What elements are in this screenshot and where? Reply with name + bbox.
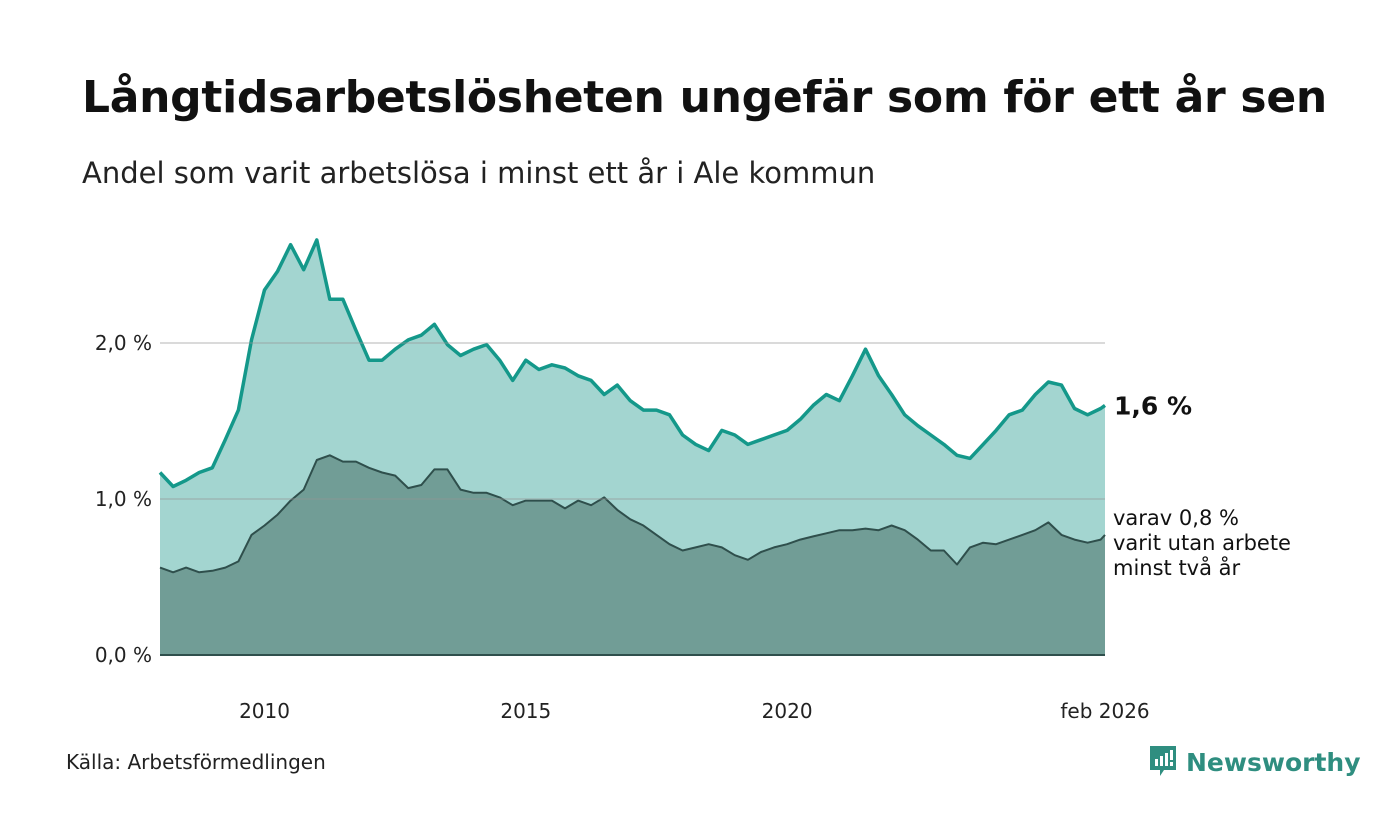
y-tick-label: 1,0 % (95, 487, 152, 511)
newsworthy-logo: Newsworthy (1148, 744, 1361, 780)
x-tick-label: feb 2026 (1060, 699, 1149, 723)
logo-text: Newsworthy (1186, 747, 1361, 777)
source-note: Källa: Arbetsförmedlingen (66, 750, 326, 774)
series-area-1 (160, 455, 1105, 655)
y-tick-label: 0,0 % (95, 643, 152, 667)
x-tick-label: 2010 (239, 699, 290, 723)
lower-series-end-label: varit utan arbete (1113, 531, 1291, 555)
y-tick-label: 2,0 % (95, 331, 152, 355)
chart-subtitle: Andel som varit arbetslösa i minst ett å… (82, 156, 876, 190)
upper-series-end-label: 1,6 % (1114, 391, 1192, 420)
lower-series-end-label: minst två år (1113, 555, 1241, 580)
x-tick-label: 2020 (762, 699, 813, 723)
series-line-0 (158, 238, 1107, 489)
newsworthy-logo-icon (1150, 746, 1176, 776)
x-tick-label: 2015 (500, 699, 551, 723)
series-line-1 (159, 454, 1106, 574)
chart-title: Långtidsarbetslösheten ungefär som för e… (82, 72, 1327, 123)
lower-series-end-label: varav 0,8 % (1113, 506, 1239, 530)
